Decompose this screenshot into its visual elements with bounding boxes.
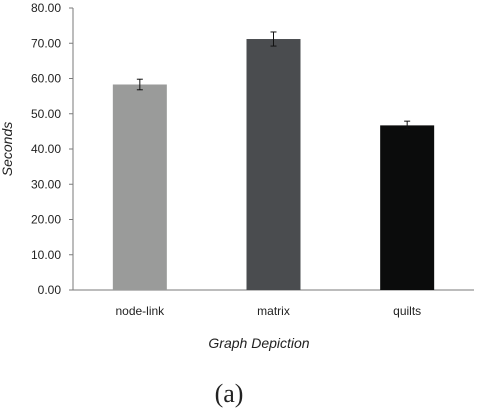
y-axis-title: Seconds [0, 122, 15, 176]
x-tick-label: matrix [257, 304, 290, 318]
figure-caption: (a) [215, 379, 244, 408]
y-tick-label: 50.00 [31, 107, 61, 121]
x-tick-label: node-link [115, 304, 165, 318]
y-tick-label: 0.00 [38, 283, 62, 297]
y-tick-label: 70.00 [31, 36, 61, 50]
x-tick-label: quilts [393, 304, 421, 318]
y-tick-label: 30.00 [31, 177, 61, 191]
y-tick-label: 40.00 [31, 142, 61, 156]
bar-node-link [112, 84, 167, 291]
bars-group [112, 31, 435, 291]
x-axis-title: Graph Depiction [208, 335, 309, 351]
y-tick-label: 10.00 [31, 248, 61, 262]
bar-quilts [380, 125, 435, 290]
y-axis-ticks: 0.00 10.00 20.00 30.00 40.00 50.00 60.00 70.00 8… [31, 1, 73, 297]
y-tick-label: 20.00 [31, 213, 61, 227]
y-tick-label: 80.00 [31, 1, 61, 15]
x-axis-labels: node-link matrix quilts [115, 304, 421, 318]
y-tick-label: 60.00 [31, 72, 61, 86]
bar-matrix [246, 39, 301, 290]
